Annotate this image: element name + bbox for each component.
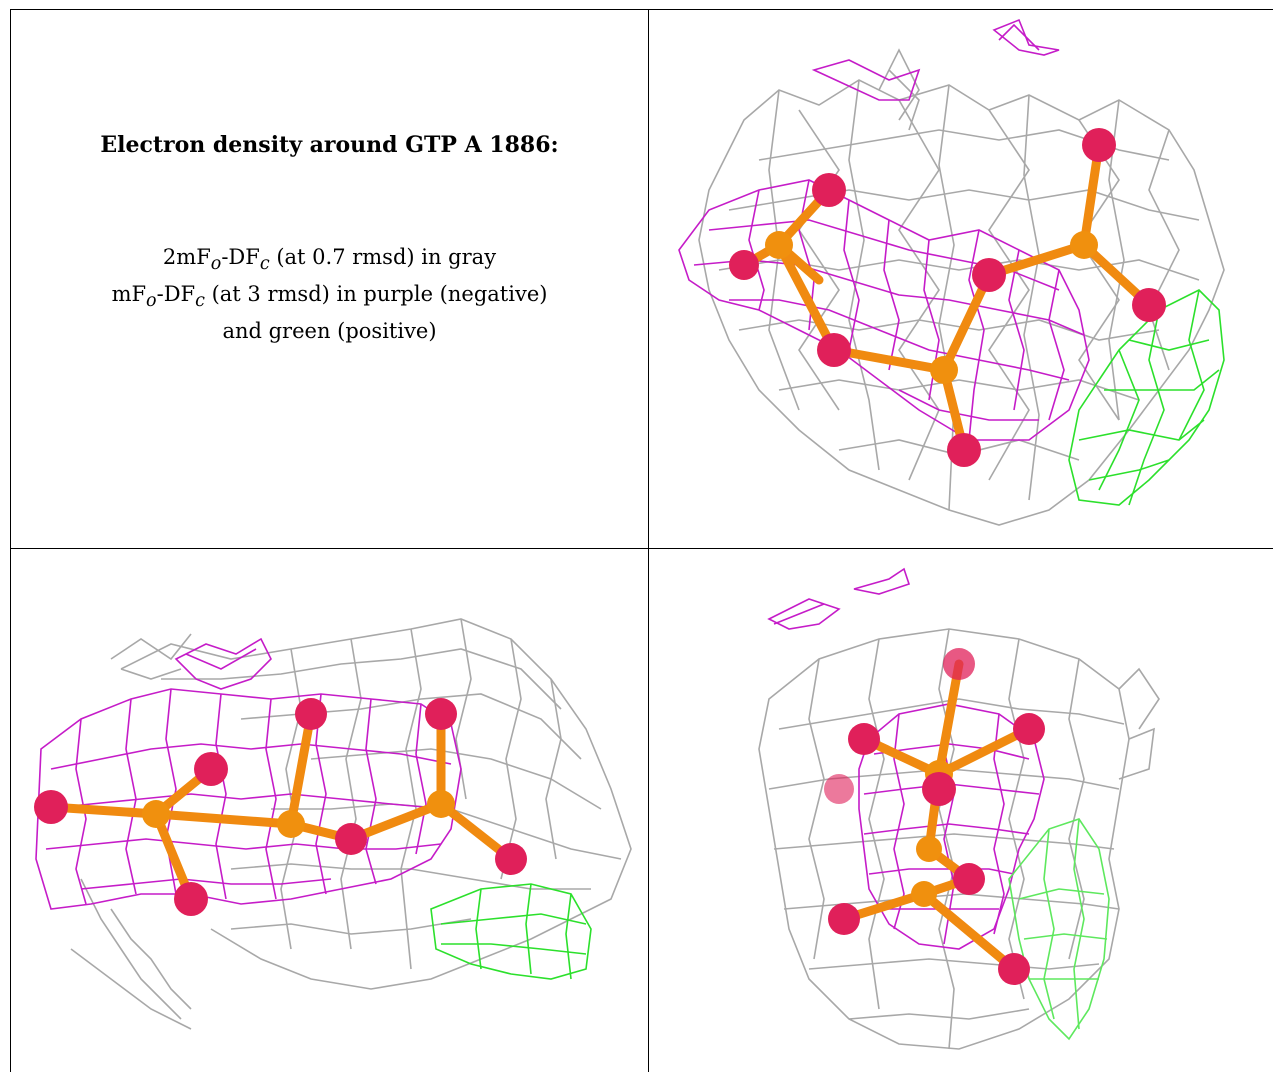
density-view-1 <box>649 9 1273 549</box>
legend-line-purple: mFo-DFc (at 3 rmsd) in purple (negative) <box>11 279 648 316</box>
density-view-3 <box>649 548 1273 1072</box>
legend-term: 2mF <box>162 245 211 269</box>
density-view-2 <box>10 548 649 1072</box>
phosphorus-atoms <box>142 790 455 838</box>
legend-desc: (at 3 rmsd) in purple (negative) <box>204 282 548 307</box>
gtp-bonds <box>739 140 1154 455</box>
purple-mesh <box>678 18 1090 441</box>
density-render-3 <box>758 567 1160 1050</box>
figure-title: Electron density around GTP A 1886: <box>100 132 559 158</box>
legend-sub: o <box>210 254 222 275</box>
oxygen-atoms <box>729 128 1166 467</box>
legend-desc: (at 0.7 rmsd) in gray <box>269 245 497 269</box>
legend-line-gray: 2mFo-DFc (at 0.7 rmsd) in gray <box>11 242 648 279</box>
green-mesh <box>430 883 592 980</box>
gray-mesh <box>758 628 1160 1050</box>
density-render-1 <box>678 18 1225 526</box>
green-mesh <box>1008 818 1110 1041</box>
legend-sub: c <box>195 291 205 312</box>
density-render-2 <box>34 618 632 1030</box>
legend-text: 2mFo-DFc (at 0.7 rmsd) in gray mFo-DFc (… <box>11 242 648 346</box>
legend-line-green: and green (positive) <box>222 319 437 344</box>
phosphorus-atoms <box>765 231 1098 384</box>
oxygen-atoms <box>34 698 527 916</box>
legend-sub: o <box>146 291 157 312</box>
legend-term: -DF <box>156 282 196 307</box>
legend-term: mF <box>111 282 147 307</box>
legend-sub: c <box>259 254 270 275</box>
legend-term: -DF <box>221 245 260 269</box>
green-mesh <box>1068 289 1225 506</box>
oxygen-atoms <box>824 648 1045 985</box>
caption-cell: Electron density around GTP A 1886: 2mFo… <box>10 9 649 549</box>
